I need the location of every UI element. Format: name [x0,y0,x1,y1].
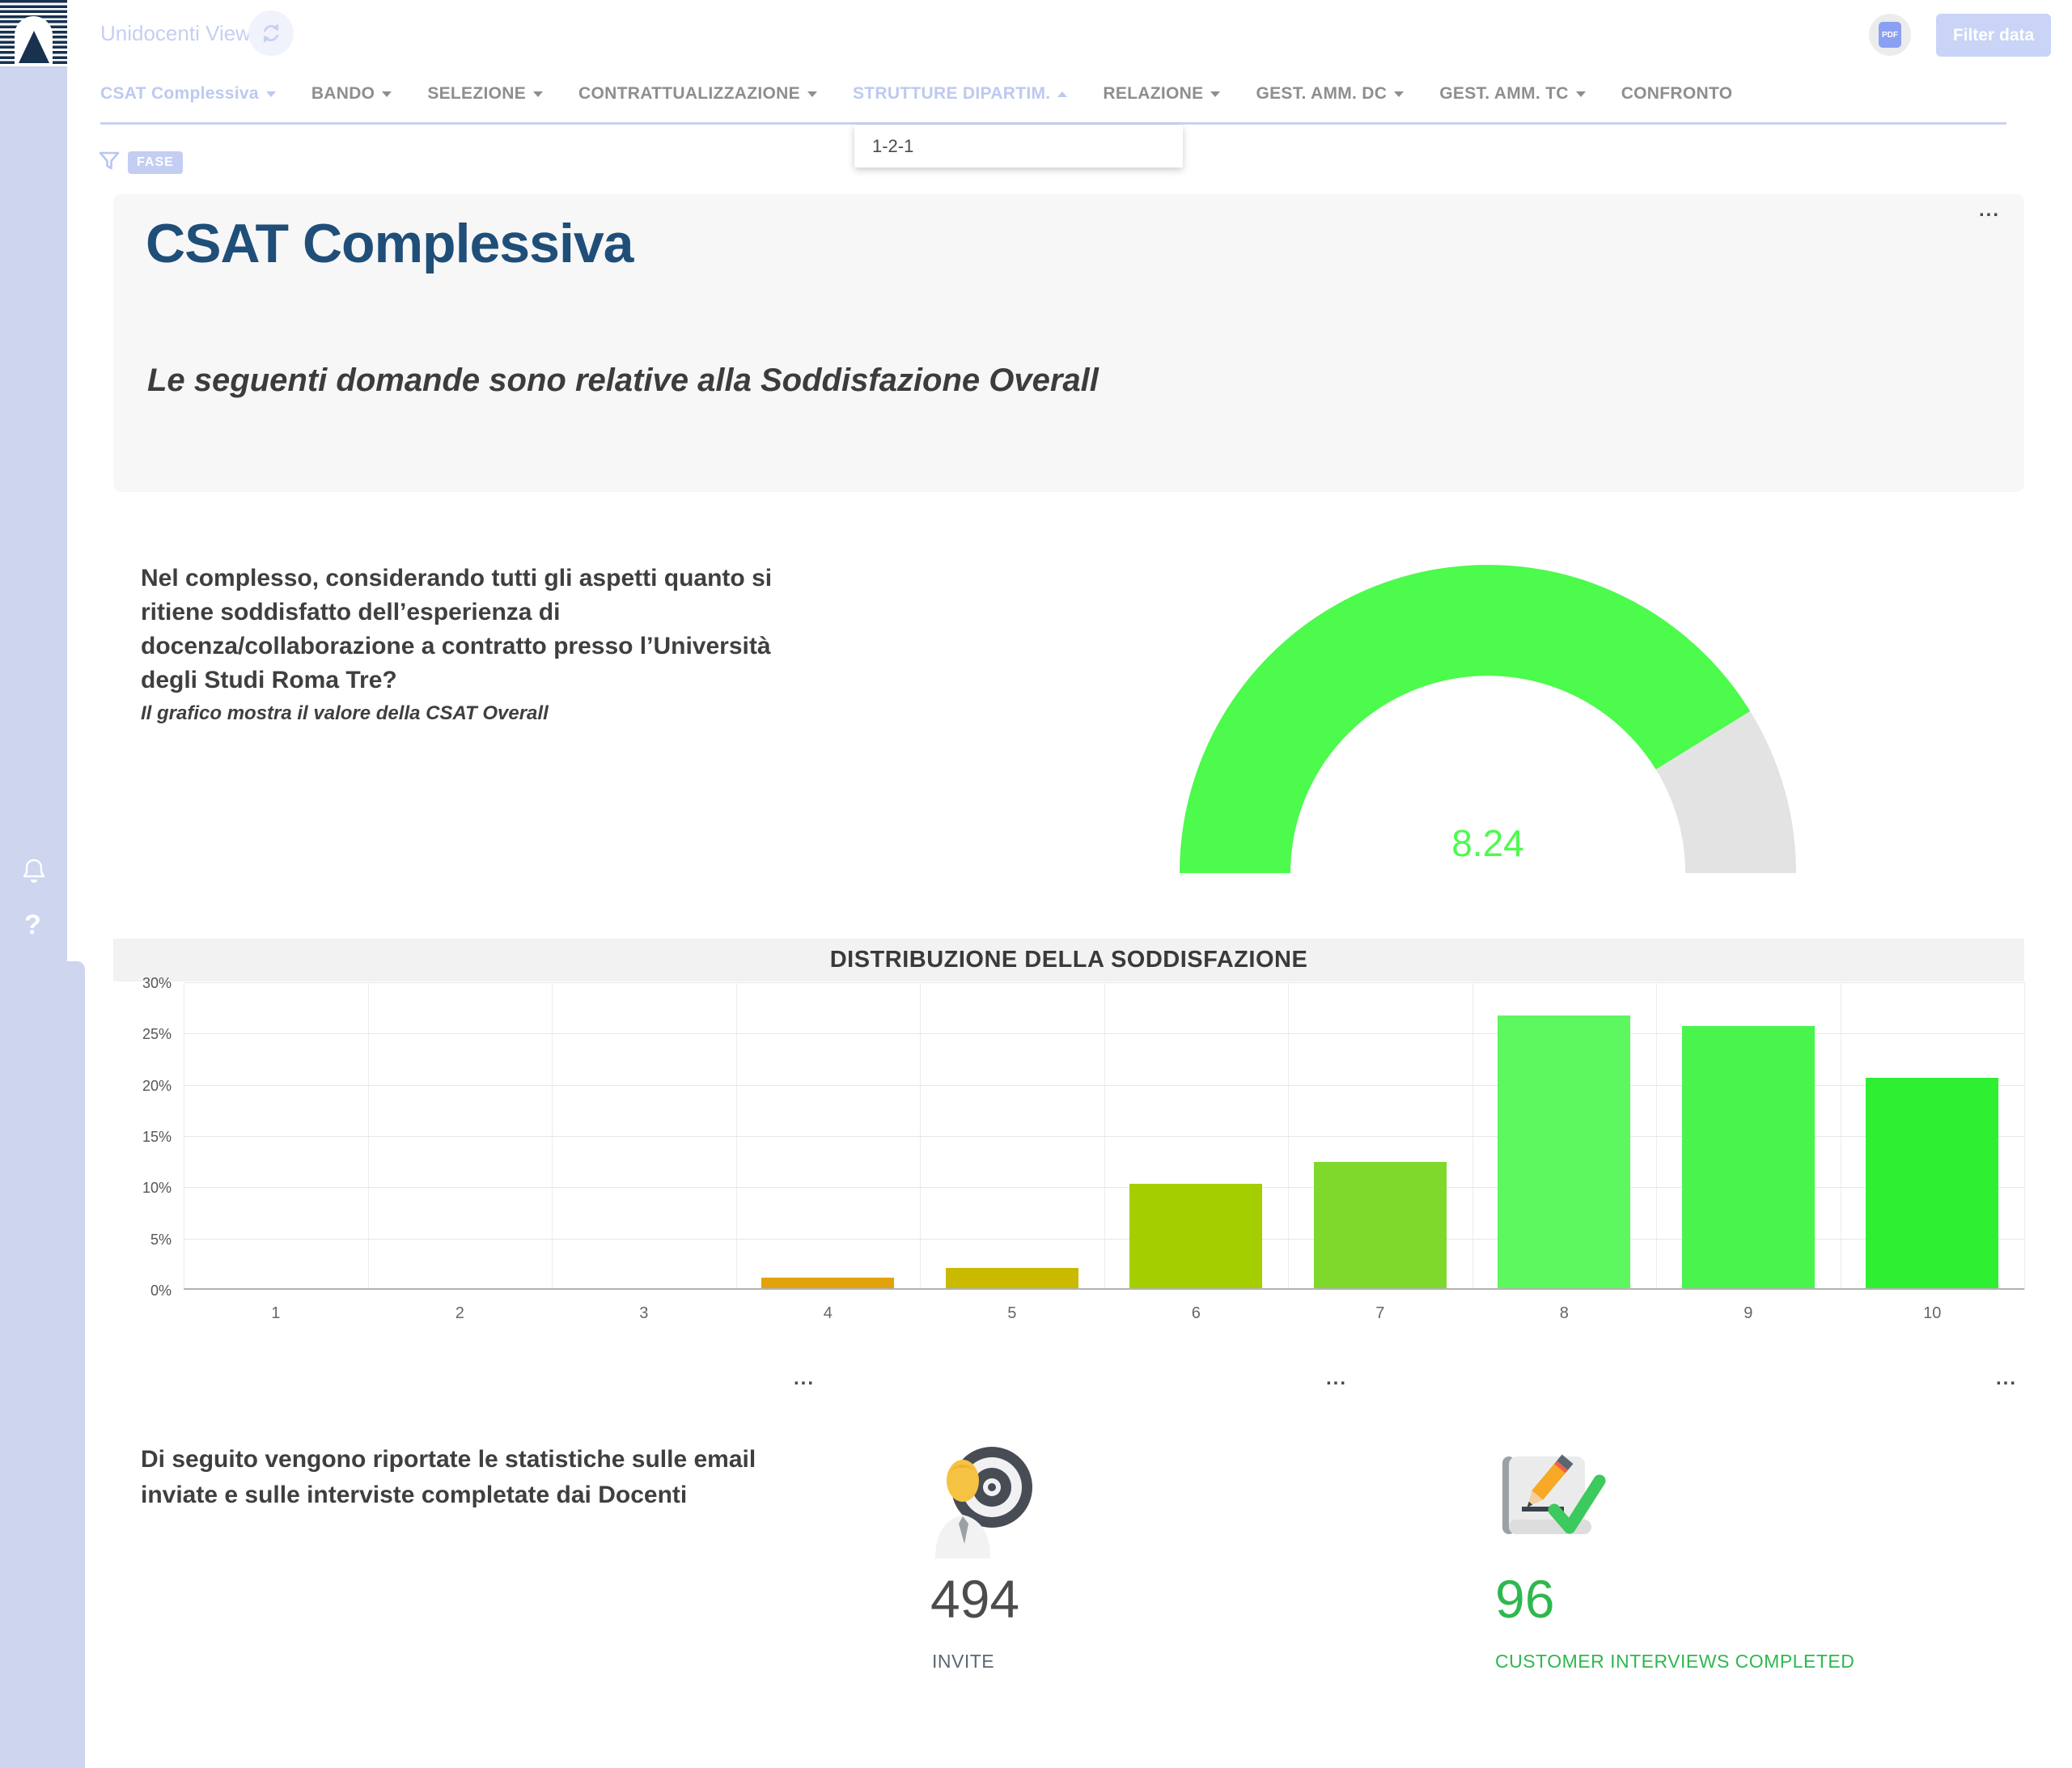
interviews-count: 96 [1495,1569,1555,1629]
refresh-icon [263,23,279,43]
x-tick-label: 3 [639,1304,649,1322]
strutture-dipartim-dropdown-item[interactable]: 1-2-1 [854,125,1183,167]
fase-filter-badge[interactable]: FASE [128,151,183,174]
x-tick-label: 6 [1191,1304,1201,1322]
nav-tab-label: STRUTTURE DIPARTIM. [852,84,1051,103]
refresh-button[interactable] [248,11,294,56]
roma-tre-logo [0,0,67,66]
nav-tab-bando[interactable]: BANDO [311,84,392,104]
nav-tab-strutture-dipartim[interactable]: STRUTTURE DIPARTIM. [852,84,1068,104]
x-tick-label: 4 [823,1304,833,1322]
bar-score-9 [1681,1025,1815,1288]
nav-tab-relazione[interactable]: RELAZIONE [1103,84,1221,104]
person-target-icon [929,1445,1034,1562]
y-tick-label: 20% [142,1077,172,1094]
gridline [184,1187,2024,1189]
distribution-bar-chart [184,982,2025,1290]
chevron-up-icon [1057,91,1068,97]
question-text: Nel complesso, considerando tutti gli as… [141,565,773,693]
x-tick-label: 8 [1559,1304,1569,1322]
filter-data-button[interactable]: Filter data [1936,14,2051,57]
pdf-icon: PDF [1879,22,1901,48]
invite-label: INVITE [932,1651,995,1672]
bell-icon[interactable] [20,856,48,891]
y-tick-label: 5% [150,1231,172,1248]
gridline [184,1084,2024,1086]
bar-score-5 [945,1267,1078,1288]
x-tick-label: 7 [1375,1304,1385,1322]
x-tick-label: 10 [1923,1304,1942,1322]
nav-tab-contrattualizzazione[interactable]: CONTRATTUALIZZAZIONE [578,84,817,104]
chart-y-axis-labels: 0% 5% 10% 15% 20% 25% 30% [95,975,172,1299]
y-tick-label: 30% [142,975,172,991]
nav-tab-label: GEST. AMM. TC [1439,84,1569,103]
nav-tab-label: SELEZIONE [427,84,527,103]
gauge-value-arc [1180,565,1751,874]
bar-score-8 [1498,1015,1631,1288]
nav-tab-csat-complessiva[interactable]: CSAT Complessiva [100,84,276,104]
chevron-down-icon [1210,91,1221,97]
nav-tab-gest-amm-tc[interactable]: GEST. AMM. TC [1439,84,1586,104]
chevron-down-icon [265,91,276,97]
gridline [184,982,2024,983]
logo-triangle-shape [19,31,49,63]
x-tick-label: 1 [271,1304,281,1322]
gridline [2024,982,2025,1290]
invite-card-menu-icon[interactable]: ... [1325,1367,1348,1389]
bar-score-7 [1313,1162,1447,1288]
interviews-label: CUSTOMER INTERVIEWS COMPLETED [1495,1651,1855,1672]
x-axis-line [184,1288,2024,1290]
nav-tab-label: BANDO [311,84,375,103]
text-card-menu-icon[interactable]: ... [793,1367,816,1389]
card-menu-icon[interactable]: ... [1978,199,2000,221]
x-tick-label: 9 [1744,1304,1753,1322]
x-tick-label: 5 [1007,1304,1017,1322]
chevron-down-icon [1575,91,1586,97]
chevron-down-icon [1394,91,1405,97]
nav-tab-selezione[interactable]: SELEZIONE [427,84,544,104]
main-nav: CSAT Complessiva BANDO SELEZIONE CONTRATTUA… [100,84,1732,104]
y-tick-label: 0% [150,1283,172,1299]
chart-x-axis-labels: 1 2 3 4 5 6 7 8 9 10 [184,1304,2024,1329]
gridline [184,1136,2024,1137]
page-title: CSAT Complessiva [146,213,633,274]
y-tick-label: 15% [142,1129,172,1145]
filter-funnel-icon [97,149,121,177]
y-tick-label: 25% [142,1026,172,1043]
bar-score-6 [1129,1183,1263,1288]
nav-tab-label: CSAT Complessiva [100,84,259,103]
interview-check-icon [1493,1432,1614,1558]
y-tick-label: 10% [142,1180,172,1197]
csat-gauge-chart: 8.24 [1169,558,1808,882]
nav-tab-label: RELAZIONE [1103,84,1204,103]
chevron-down-icon [533,91,544,97]
x-tick-label: 2 [455,1304,464,1322]
sidebar-bottom-extension [67,961,85,1768]
interviews-card-menu-icon[interactable]: ... [1995,1367,2018,1389]
nav-tab-confronto[interactable]: CONFRONTO [1621,84,1733,104]
gauge-value-label: 8.24 [1451,822,1524,864]
nav-divider [100,122,2006,125]
invite-count: 494 [930,1569,1020,1629]
nav-tab-label: GEST. AMM. DC [1256,84,1388,103]
overview-card: ... CSAT Complessiva Le seguenti domande… [113,194,2024,492]
nav-tab-gest-amm-dc[interactable]: GEST. AMM. DC [1256,84,1405,104]
page-subtitle: Le seguenti domande sono relative alla S… [147,363,1099,398]
export-pdf-button[interactable]: PDF [1869,14,1911,56]
nav-tab-label: CONTRATTUALIZZAZIONE [578,84,800,103]
app-title: Unidocenti View [100,21,251,45]
question-note: Il grafico mostra il valore della CSAT O… [141,702,549,724]
chart-title: DISTRIBUZIONE DELLA SODDISFAZIONE [113,939,2024,982]
stats-intro-text: Di seguito vengono riportate le statisti… [141,1446,756,1508]
chevron-down-icon [807,91,817,97]
sidebar [0,0,67,1768]
nav-tab-label: CONFRONTO [1621,84,1733,103]
gridline [184,1033,2024,1035]
help-icon[interactable]: ? [24,909,41,940]
bar-score-4 [761,1278,895,1288]
bar-score-10 [1866,1078,1999,1288]
gridline [184,1238,2024,1240]
chevron-down-icon [382,91,392,97]
